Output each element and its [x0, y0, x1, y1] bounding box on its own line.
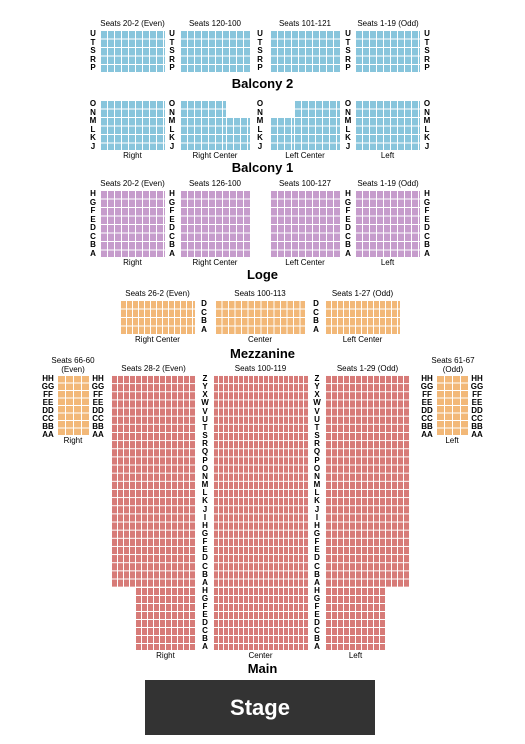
label-b2-s20-2: Seats 20-2 (Even): [90, 19, 175, 28]
rows-lo-far-right: H G F E D C B A: [422, 190, 432, 258]
rows-mn-right: Z Y X W V U T S R Q P O N M L K J I H G …: [310, 375, 324, 587]
label-lo-s126-100: Seats 126-100: [175, 179, 255, 188]
sub-mn-left: Left: [325, 651, 386, 660]
main-title: Main: [0, 661, 525, 676]
rows-b1-far-right: O N M L K J: [422, 100, 432, 151]
loge-title: Loge: [0, 267, 525, 282]
block-main-right-bot[interactable]: [135, 587, 196, 650]
block-mezz-left[interactable]: [436, 375, 468, 435]
rows-lo-mid-right: H G F E D C B A: [343, 190, 353, 258]
rows-b2-mid-right: U T S R P: [343, 30, 353, 73]
sub-lo-right: Right: [100, 258, 165, 267]
label-b2-s1-19: Seats 1-19 (Odd): [348, 19, 428, 28]
label-mz-s100-113: Seats 100-113: [215, 289, 305, 298]
label-mn-s1-29: Seats 1-29 (Odd): [325, 364, 410, 373]
label-b2-s120-100: Seats 120-100: [175, 19, 255, 28]
block-loge-right[interactable]: [100, 190, 165, 257]
rows-mz-side-right-out: HH GG FF EE DD CC BB AA: [469, 375, 485, 439]
rows-mz-side-right-in: HH GG FF EE DD CC BB AA: [419, 375, 435, 439]
block-balcony1-lc-b[interactable]: [294, 100, 340, 150]
block-balcony1-lc-a[interactable]: [270, 117, 294, 150]
stage: Stage: [145, 680, 375, 735]
balcony1-title: Balcony 1: [0, 160, 525, 175]
label-lo-s20-2: Seats 20-2 (Even): [90, 179, 175, 188]
sub-mn-center: Center: [213, 651, 308, 660]
block-main-right-top[interactable]: [111, 375, 196, 587]
label-mn-s28-2: Seats 28-2 (Even): [111, 364, 196, 373]
balcony2-title: Balcony 2: [0, 76, 525, 91]
sub-mz-left: Left: [436, 436, 468, 445]
rows-lo-far-left: H G F E D C B A: [88, 190, 98, 258]
sub-lo-left: Left: [355, 258, 420, 267]
rows-lo-mid-left: H G F E D C B A: [167, 190, 177, 258]
rows-mn-left2: H G F E D C B A: [198, 587, 212, 651]
sub-mz-rc: Right Center: [120, 335, 195, 344]
label-mn-s100-119: Seats 100-119: [213, 364, 308, 373]
label-mz-s26-2: Seats 26-2 (Even): [115, 289, 200, 298]
rows-mz-side-left-in: HH GG FF EE DD CC BB AA: [90, 375, 106, 439]
block-main-center-top[interactable]: [213, 375, 308, 587]
rows-b1-mid-right: O N M L K J: [343, 100, 353, 151]
block-main-left-top[interactable]: [325, 375, 410, 587]
rows-mz-left: D C B A: [197, 300, 211, 334]
block-balcony1-rc-b[interactable]: [226, 117, 250, 150]
block-loge-left-center[interactable]: [270, 190, 340, 257]
rows-b1-mid: O N M L K J: [255, 100, 265, 151]
rows-mn-right2: H G F E D C B A: [310, 587, 324, 651]
sub-mz-lc: Left Center: [325, 335, 400, 344]
block-balcony2-right[interactable]: [100, 30, 165, 72]
block-balcony2-right-center[interactable]: [180, 30, 250, 72]
sub-mn-right: Right: [135, 651, 196, 660]
sub-b1-lc: Left Center: [270, 151, 340, 160]
block-balcony1-right[interactable]: [100, 100, 165, 150]
rows-b2-far-right: U T S R P: [422, 30, 432, 73]
sub-lo-lc: Left Center: [270, 258, 340, 267]
sub-lo-rc: Right Center: [180, 258, 250, 267]
block-balcony1-rc-a[interactable]: [180, 100, 226, 150]
rows-b1-far-left: O N M L K J: [88, 100, 98, 151]
block-main-center-bot[interactable]: [213, 587, 308, 650]
block-balcony2-left[interactable]: [355, 30, 420, 72]
block-mezz-right[interactable]: [57, 375, 89, 435]
block-balcony2-left-center[interactable]: [270, 30, 340, 72]
rows-b2-mid-left: U T S R P: [167, 30, 177, 73]
rows-mn-left: Z Y X W V U T S R Q P O N M L K J I H G …: [198, 375, 212, 587]
label-lo-s1-19: Seats 1-19 (Odd): [348, 179, 428, 188]
rows-b2-mid: U T S R P: [255, 30, 265, 73]
block-mezz-left-center[interactable]: [325, 300, 400, 334]
label-b2-s101-121: Seats 101-121: [265, 19, 345, 28]
block-loge-right-center[interactable]: [180, 190, 250, 257]
block-mezz-right-center[interactable]: [120, 300, 195, 334]
rows-b1-mid-left: O N M L K J: [167, 100, 177, 151]
block-main-left-bot[interactable]: [325, 587, 386, 650]
sub-b1-left: Left: [355, 151, 420, 160]
sub-mz-c: Center: [215, 335, 305, 344]
rows-mz-side-left-out: HH GG FF EE DD CC BB AA: [40, 375, 56, 439]
block-balcony1-left[interactable]: [355, 100, 420, 150]
sub-b1-right: Right: [100, 151, 165, 160]
block-loge-left[interactable]: [355, 190, 420, 257]
label-mz-s66-60: Seats 66-60 (Even): [45, 356, 101, 374]
label-lo-s100-127: Seats 100-127: [265, 179, 345, 188]
seating-chart: { "colors": { "balcony": "#88c5dc", "log…: [0, 0, 525, 744]
label-mz-s61-67: Seats 61-67 (Odd): [425, 356, 481, 374]
block-mezz-center[interactable]: [215, 300, 305, 334]
label-mz-s1-27: Seats 1-27 (Odd): [320, 289, 405, 298]
sub-mz-right: Right: [57, 436, 89, 445]
rows-b2-far-left: U T S R P: [88, 30, 98, 73]
sub-b1-rc: Right Center: [180, 151, 250, 160]
rows-mz-right: D C B A: [309, 300, 323, 334]
